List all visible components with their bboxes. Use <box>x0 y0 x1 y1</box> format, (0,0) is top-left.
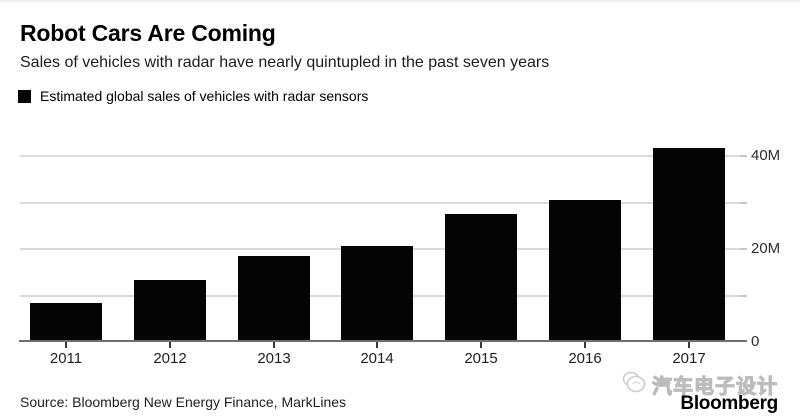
legend-label: Estimated global sales of vehicles with … <box>40 88 369 104</box>
bar-2016 <box>549 200 621 341</box>
y-axis-label-0: 0 <box>751 333 760 350</box>
x-axis-label-2013: 2013 <box>257 350 291 367</box>
bar-2014 <box>341 246 413 341</box>
x-tick-2014 <box>376 342 378 348</box>
chart-subtitle: Sales of vehicles with radar have nearly… <box>20 54 550 71</box>
gridline-30m <box>20 202 740 204</box>
y-tick-40m <box>740 155 747 157</box>
x-tick-2015 <box>480 342 482 348</box>
bar-2012 <box>134 280 206 341</box>
y-axis-label-40M: 40M <box>751 147 781 164</box>
source-credit: Source: Bloomberg New Energy Finance, Ma… <box>20 394 347 410</box>
gridline-40m <box>20 155 740 157</box>
x-tick-2017 <box>688 342 690 348</box>
x-tick-2013 <box>273 342 275 348</box>
bar-2013 <box>238 256 310 341</box>
y-tick-30m <box>740 202 747 204</box>
y-tick-10m <box>740 295 747 297</box>
x-tick-2016 <box>584 342 586 348</box>
x-axis-label-2016: 2016 <box>568 350 602 367</box>
x-axis-label-2017: 2017 <box>672 350 706 367</box>
y-axis-label-20M: 20M <box>751 240 781 257</box>
bar-2017 <box>653 148 725 341</box>
x-axis-label-2011: 2011 <box>49 350 83 367</box>
legend-swatch-icon <box>18 89 31 103</box>
x-tick-2012 <box>169 342 171 348</box>
x-axis-label-2014: 2014 <box>360 350 394 367</box>
x-tick-2011 <box>65 342 67 348</box>
x-axis-baseline <box>19 340 747 342</box>
y-tick-20m <box>740 248 747 250</box>
bar-2015 <box>445 214 517 341</box>
bloomberg-logo: Bloomberg <box>680 393 778 414</box>
legend: Estimated global sales of vehicles with … <box>18 88 368 104</box>
bar-2011 <box>30 303 102 341</box>
x-axis-label-2015: 2015 <box>464 350 498 367</box>
chart-title: Robot Cars Are Coming <box>20 20 276 46</box>
x-axis-label-2012: 2012 <box>153 350 187 367</box>
